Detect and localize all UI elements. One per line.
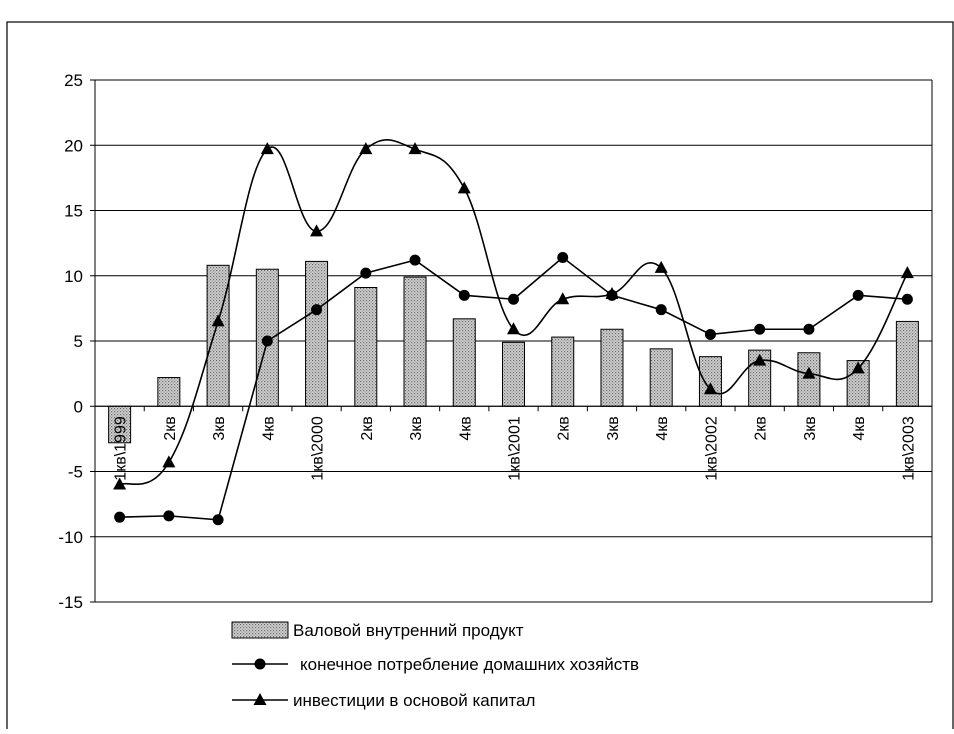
- y-tick-label: 5: [74, 332, 83, 351]
- x-tick-label: 4кв: [654, 416, 671, 440]
- consumption-point: [311, 304, 323, 316]
- investment-point: [310, 224, 324, 237]
- x-tick-label: 1кв\2001: [507, 416, 524, 481]
- consumption-point: [212, 514, 224, 526]
- consumption-point: [458, 289, 470, 301]
- tick-labels: 25 20 15 10 5 0 -5 -10 -15 1кв\1999 2кв 3кв 4кв 1кв\2…: [58, 71, 917, 612]
- consumption-point: [803, 323, 815, 335]
- bar: [354, 286, 378, 407]
- x-tick-label: 1кв\1999: [113, 416, 130, 481]
- x-tick-label: 1кв\2003: [900, 416, 917, 481]
- y-tick-label: -10: [58, 528, 83, 547]
- bar: [895, 320, 919, 407]
- bar: [403, 276, 427, 407]
- investment-point: [703, 382, 717, 395]
- bar: [649, 348, 673, 407]
- bar: [797, 352, 821, 407]
- bar: [206, 264, 230, 407]
- bar: [551, 336, 575, 407]
- legend-label: Валовой внутренний продукт: [293, 621, 524, 640]
- investment-point: [556, 292, 570, 305]
- bar: [698, 356, 722, 407]
- bar: [452, 318, 476, 407]
- investment-point: [457, 181, 471, 194]
- axes: [90, 79, 933, 603]
- legend-swatch-bar: [231, 621, 289, 639]
- x-tick-label: 4кв: [851, 416, 868, 440]
- consumption-point: [360, 267, 372, 279]
- bar-series: [108, 260, 919, 444]
- x-tick-label: 2кв: [556, 416, 573, 440]
- investment-point: [408, 142, 422, 155]
- consumption-point: [261, 335, 273, 347]
- x-tick-label: 3кв: [408, 416, 425, 440]
- legend-marker-circle: [254, 658, 266, 670]
- bar: [157, 377, 181, 407]
- investment-point: [113, 477, 127, 490]
- legend: Валовой внутренний продукт конечное потре…: [231, 621, 639, 710]
- x-tick-label: 2кв: [753, 416, 770, 440]
- consumption-point: [114, 511, 126, 523]
- legend-label: инвестиции в основой капитал: [293, 691, 535, 710]
- bar: [305, 260, 329, 407]
- investment-point: [162, 455, 176, 468]
- consumption-point: [508, 293, 519, 305]
- investment-point: [605, 287, 619, 300]
- bar: [600, 328, 624, 407]
- consumption-point: [163, 510, 175, 522]
- consumption-point: [852, 289, 864, 301]
- investment-point: [211, 314, 225, 327]
- legend-label: конечное потребление домашних хозяйств: [300, 655, 639, 674]
- investment-point: [507, 322, 520, 335]
- line-series: [113, 139, 914, 526]
- x-tick-label: 3кв: [605, 416, 622, 440]
- investment-point: [851, 361, 865, 374]
- x-tick-label: 1кв\2002: [703, 416, 720, 481]
- chart-frame: [6, 21, 954, 734]
- investment-point: [802, 366, 816, 379]
- consumption-point: [655, 304, 667, 316]
- consumption-point: [704, 328, 716, 340]
- bar: [502, 341, 525, 407]
- y-tick-label: -15: [58, 593, 83, 612]
- x-tick-label: 4кв: [260, 416, 277, 440]
- investment-point: [900, 266, 914, 279]
- y-tick-label: -5: [68, 463, 83, 482]
- x-tick-label: 2кв: [359, 416, 376, 440]
- consumption-point: [901, 293, 913, 305]
- x-tick-label: 4кв: [457, 416, 474, 440]
- consumption-point: [409, 254, 421, 266]
- consumption-point: [754, 323, 766, 335]
- x-tick-label: 3кв: [211, 416, 228, 440]
- y-tick-label: 0: [74, 397, 83, 416]
- investment-point: [753, 353, 767, 366]
- x-tick-label: 2кв: [162, 416, 179, 440]
- x-tick-label: 3кв: [802, 416, 819, 440]
- y-tick-label: 20: [64, 136, 83, 155]
- y-tick-label: 25: [64, 71, 83, 90]
- legend-marker-triangle: [253, 693, 267, 705]
- investment-point: [260, 142, 274, 155]
- x-tick-label: 1кв\2000: [310, 416, 327, 481]
- y-tick-label: 15: [64, 202, 83, 221]
- investment-point: [359, 142, 373, 155]
- investment-point: [654, 260, 668, 273]
- consumption-point: [557, 251, 569, 263]
- y-tick-label: 10: [64, 267, 83, 286]
